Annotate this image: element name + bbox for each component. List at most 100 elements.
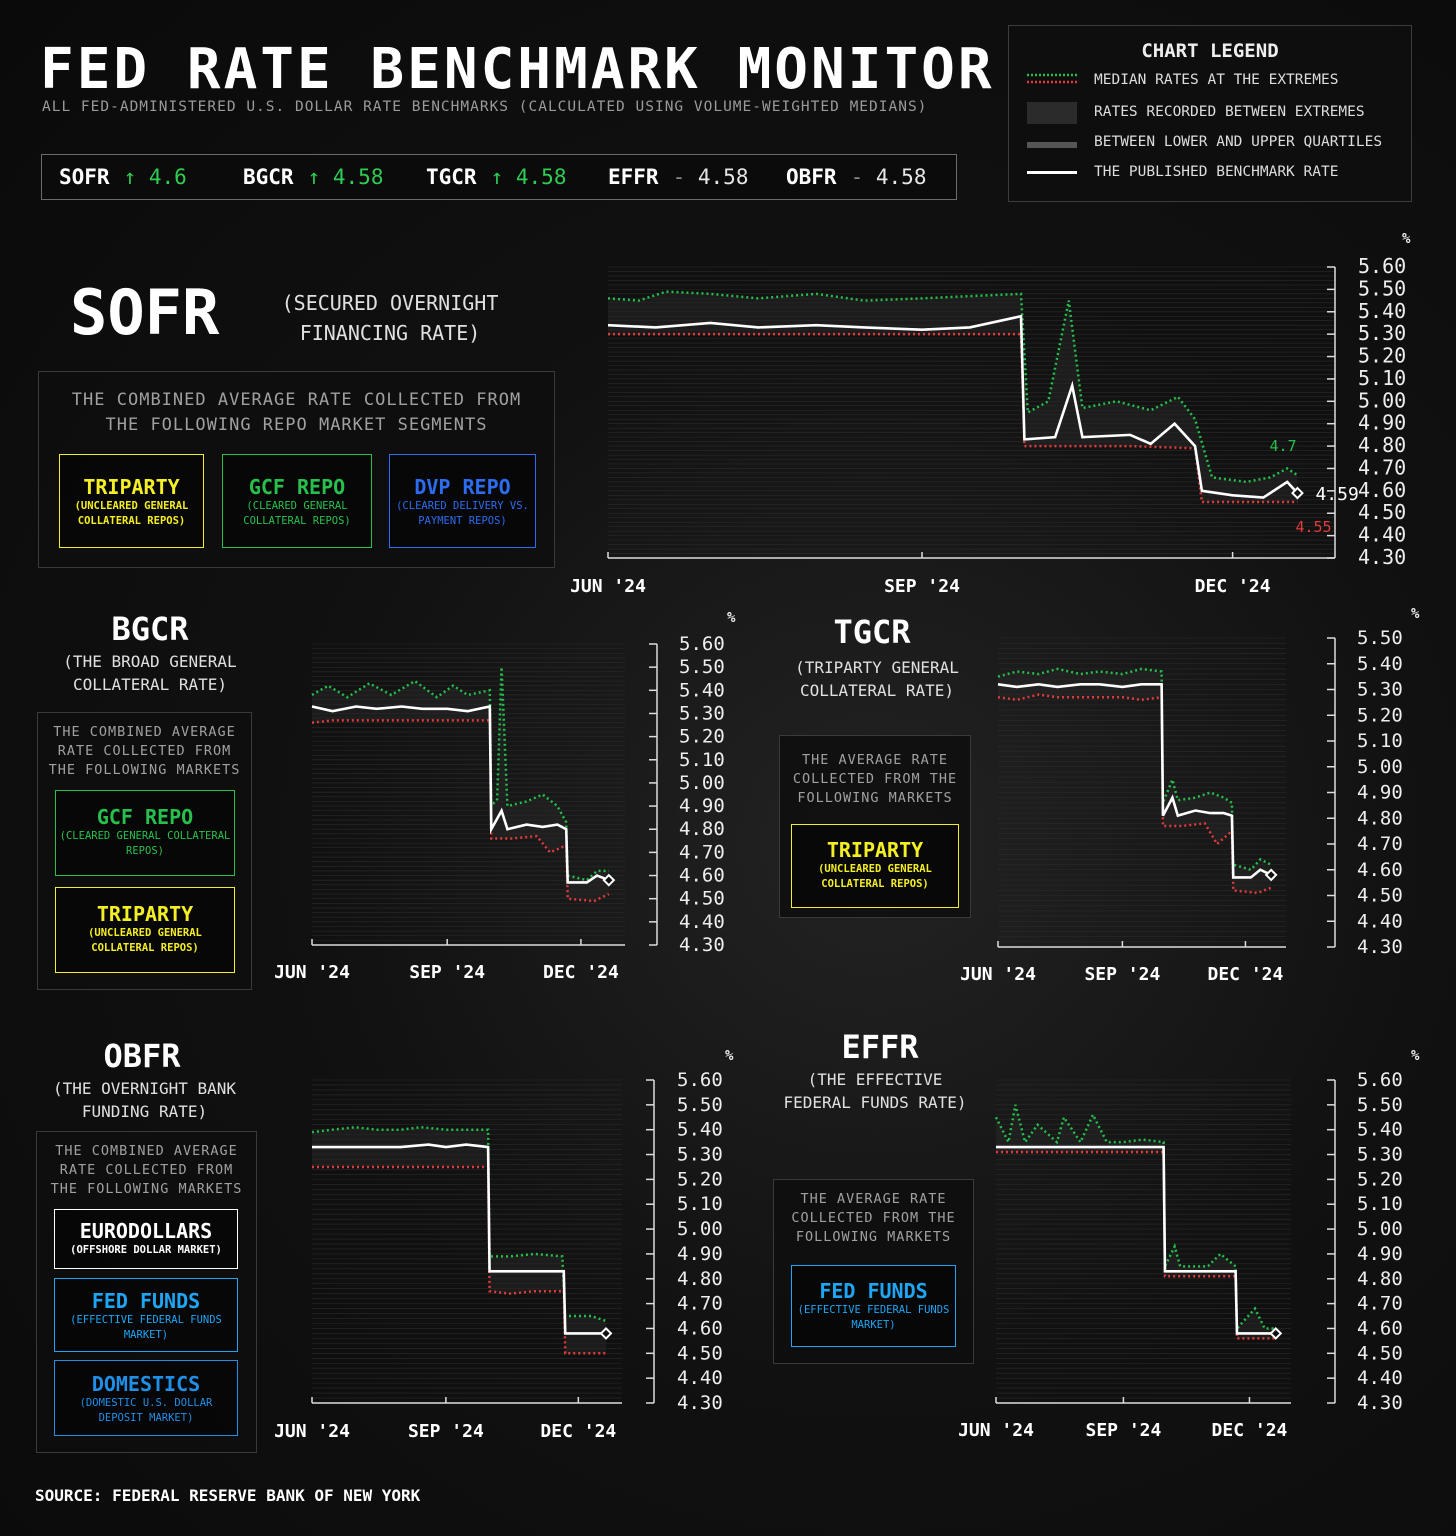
extremes-band (998, 668, 1272, 893)
tag-triparty: TRIPARTY (UNCLEARED GENERAL COLLATERAL R… (791, 824, 959, 908)
ticker-arrow-icon: ↑ (490, 165, 504, 189)
obfr-segments-box: THE COMBINED AVERAGE RATE COLLECTED FROM… (36, 1131, 257, 1453)
x-tick-label: DEC '24 (540, 1421, 616, 1442)
y-tick-label: 5.30 (1357, 679, 1403, 701)
ticker-value: 4.6 (148, 165, 187, 189)
legend-label: RATES RECORDED BETWEEN EXTREMES (1094, 104, 1365, 120)
y-axis-unit: % (1411, 606, 1420, 622)
x-tick-label: SEP '24 (1085, 1420, 1161, 1441)
ticker-name: OBFR (786, 165, 837, 189)
tag-sub: (UNCLEARED GENERAL COLLATERAL REPOS) (818, 863, 932, 890)
bgcr-segments-box: THE COMBINED AVERAGE RATE COLLECTED FROM… (37, 712, 252, 990)
extremes-band (608, 291, 1298, 503)
tag-name: TRIPARTY (826, 838, 924, 862)
upper-extreme-line (311, 667, 609, 882)
y-tick-label: 4.50 (677, 1342, 723, 1364)
y-tick-label: 4.80 (1358, 433, 1406, 457)
x-tick-label: JUN '24 (274, 1421, 350, 1442)
segments-text: THE COMBINED AVERAGE RATE COLLECTED FROM… (48, 724, 241, 778)
x-tick-label: DEC '24 (1208, 964, 1284, 985)
ticker-dash-icon: - (672, 165, 686, 189)
x-tick-label: DEC '24 (1212, 1420, 1288, 1441)
tag-sub: (UNCLEARED GENERAL COLLATERAL REPOS) (74, 500, 189, 527)
tag-triparty: TRIPARTY (UNCLEARED GENERAL COLLATERAL R… (55, 887, 235, 973)
tag-name: FED FUNDS (819, 1279, 928, 1303)
y-tick-label: 5.40 (677, 1119, 723, 1141)
y-tick-label: 5.50 (679, 656, 725, 678)
y-tick-label: 4.50 (679, 888, 725, 910)
segments-text: THE AVERAGE RATE COLLECTED FROM THE FOLL… (792, 752, 958, 806)
last-point-marker (1264, 868, 1278, 882)
y-tick-label: 4.30 (677, 1392, 723, 1414)
ticker-name: BGCR (243, 165, 294, 189)
bgcr-chart: 5.605.505.405.305.205.105.004.904.804.70… (274, 610, 736, 983)
tag-fed-funds: FED FUNDS (EFFECTIVE FEDERAL FUNDS MARKE… (791, 1265, 956, 1347)
effr-title: EFFR (841, 1028, 919, 1066)
y-tick-label: 5.40 (679, 679, 725, 701)
page-subtitle: ALL FED-ADMINISTERED U.S. DOLLAR RATE BE… (42, 99, 928, 115)
legend-swatch-quartiles (1027, 142, 1077, 148)
sofr-segments-box: THE COMBINED AVERAGE RATE COLLECTED FROM… (38, 371, 555, 568)
obfr-chart: 5.60 5.50 5.40 5.305.20 5.10 5.00 4.90 4.80 4.70… (274, 1048, 734, 1442)
y-tick-label: 5.20 (679, 726, 725, 748)
last-point-marker (1291, 486, 1304, 500)
y-tick-label: 4.30 (679, 934, 725, 956)
y-tick-label: 4.60 (1358, 478, 1406, 502)
y-tick-label: 4.80 (679, 818, 725, 840)
ticker-bar: SOFR ↑ 4.6 BGCR ↑ 4.58 TGCR ↑ 4.58 EFFR - 4.… (41, 154, 957, 200)
x-tick-label: JUN '24 (960, 964, 1036, 985)
y-tick-label: 4.30 (1358, 545, 1406, 569)
legend-swatch-extremes (1027, 73, 1077, 84)
chart-legend: CHART LEGEND MEDIAN RATES AT THE EXTREME… (1008, 25, 1412, 202)
ticker-value: 4.58 (875, 165, 927, 189)
y-tick-label: 5.50 (1358, 276, 1406, 300)
y-axis-unit: % (725, 1048, 734, 1064)
y-tick-label: 5.60 (1357, 1069, 1403, 1091)
tag-sub: (CLEARED GENERAL COLLATERAL REPOS) (59, 830, 231, 857)
y-tick-label: 5.10 (679, 749, 725, 771)
tgcr-title: TGCR (833, 613, 911, 651)
tag-sub: (EFFECTIVE FEDERAL FUNDS MARKET) (70, 1314, 222, 1341)
lower-extreme-line (997, 693, 1272, 895)
effr-chart: 5.60 5.50 5.40 5.305.20 5.10 5.00 4.90 4.80 4.70… (958, 1048, 1420, 1441)
lower-extreme-line (996, 1150, 1276, 1340)
tag-name: GCF REPO (96, 805, 194, 829)
y-tick-label: 4.60 (679, 865, 725, 887)
y-tick-label: 4.80 (1357, 807, 1403, 829)
legend-label: THE PUBLISHED BENCHMARK RATE (1094, 164, 1339, 180)
lower-extreme-line (608, 332, 1298, 504)
y-tick-label: 4.70 (677, 1293, 723, 1315)
y-tick-label: 4.50 (1357, 1342, 1403, 1364)
sofr-title: SOFR (70, 276, 220, 349)
y-tick-label: 5.00 (679, 772, 725, 794)
last-point-marker (599, 1327, 613, 1340)
tag-eurodollars: EURODOLLARS (OFFSHORE DOLLAR MARKET) (54, 1209, 238, 1269)
y-tick-label: 5.30 (677, 1144, 723, 1166)
benchmark-rate-line (312, 1143, 606, 1335)
y-tick-label: 5.00 (1358, 388, 1406, 412)
x-tick-label: SEP '24 (884, 576, 960, 597)
bgcr-full-name: (THE BROAD GENERAL COLLATERAL RATE) (63, 652, 237, 694)
tag-name: FED FUNDS (91, 1289, 201, 1313)
x-tick-label: SEP '24 (1084, 964, 1160, 985)
ticker-name: SOFR (59, 165, 110, 189)
y-tick-label: 4.40 (1357, 910, 1403, 932)
tag-name: TRIPARTY (96, 902, 194, 926)
obfr-full-name: (THE OVERNIGHT BANK FUNDING RATE) (52, 1079, 237, 1121)
y-tick-label: 4.50 (1357, 885, 1403, 907)
y-tick-label: 4.30 (1357, 1392, 1403, 1414)
y-axis-unit: % (727, 610, 736, 626)
benchmark-rate-line (997, 683, 1272, 879)
y-tick-label: 5.10 (1357, 1193, 1403, 1215)
tgcr-segments-box: THE AVERAGE RATE COLLECTED FROM THE FOLL… (779, 735, 971, 918)
extremes-band (312, 1127, 606, 1354)
y-tick-label: 4.70 (1357, 1293, 1403, 1315)
upper-extreme-line (607, 290, 1299, 484)
y-tick-label: 4.90 (1357, 1243, 1403, 1265)
x-tick-label: DEC '24 (1195, 576, 1271, 597)
y-tick-label: 4.80 (1357, 1268, 1403, 1290)
legend-label: BETWEEN LOWER AND UPPER QUARTILES (1094, 134, 1383, 150)
source-note: SOURCE: FEDERAL RESERVE BANK OF NEW YORK (35, 1486, 421, 1505)
ticker-value: 4.58 (697, 165, 749, 189)
ticker-value: 4.58 (515, 165, 567, 189)
